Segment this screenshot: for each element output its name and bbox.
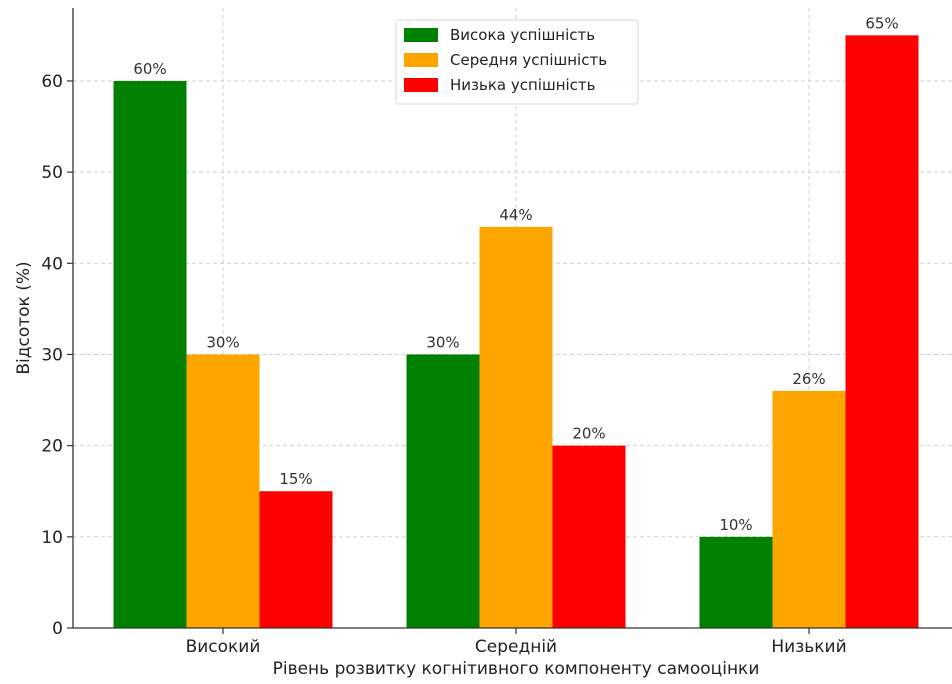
legend-entry-label: Висока успішність bbox=[450, 26, 595, 44]
y-tick-label: 10 bbox=[41, 528, 63, 548]
bar-value-label: 26% bbox=[792, 370, 825, 388]
legend-frame bbox=[395, 19, 639, 105]
x-tick-label: Високий bbox=[186, 637, 261, 657]
bar bbox=[406, 354, 480, 628]
bar bbox=[699, 536, 773, 628]
bar bbox=[259, 491, 333, 628]
y-tick-label: 0 bbox=[52, 619, 63, 639]
bar-value-label: 30% bbox=[206, 333, 239, 351]
bar bbox=[772, 390, 846, 628]
bar-value-label: 20% bbox=[572, 425, 605, 443]
bar-value-label: 10% bbox=[719, 516, 752, 534]
legend: Висока успішність Середня успішність Низьк… bbox=[395, 19, 639, 105]
x-tick-label: Низький bbox=[771, 637, 846, 657]
bar-value-label: 44% bbox=[499, 206, 532, 224]
bar bbox=[479, 226, 553, 628]
bar-value-label: 30% bbox=[426, 333, 459, 351]
legend-swatch bbox=[404, 28, 438, 42]
y-tick-label: 20 bbox=[41, 437, 63, 457]
bar-value-labels: 60% 30% 10% 30% 44% 26% 15% 20% 65% bbox=[133, 14, 898, 533]
y-axis-label: Відсоток (%) bbox=[14, 261, 34, 374]
bar bbox=[113, 80, 187, 629]
y-tick-label: 60 bbox=[41, 72, 63, 92]
x-tick-label: Середній bbox=[475, 637, 557, 657]
y-tick-label: 50 bbox=[41, 163, 63, 183]
legend-swatch bbox=[404, 53, 438, 67]
bar bbox=[186, 354, 260, 628]
x-ticks: Високий Середній Низький bbox=[186, 628, 847, 657]
legend-swatch bbox=[404, 78, 438, 92]
bars bbox=[113, 35, 919, 629]
bar bbox=[552, 445, 626, 628]
bar-value-label: 65% bbox=[865, 14, 898, 32]
x-axis-label: Рівень розвитку когнітивного компоненту … bbox=[273, 659, 760, 679]
legend-entry-label: Середня успішність bbox=[450, 51, 607, 69]
bar-value-label: 15% bbox=[279, 470, 312, 488]
axes bbox=[72, 8, 952, 629]
bar bbox=[845, 35, 919, 628]
legend-entry-label: Низька успішність bbox=[450, 76, 596, 94]
bar-value-label: 60% bbox=[133, 60, 166, 78]
y-tick-label: 30 bbox=[41, 345, 63, 365]
y-ticks: 0 10 20 30 40 50 60 bbox=[41, 72, 73, 639]
y-tick-label: 40 bbox=[41, 254, 63, 274]
